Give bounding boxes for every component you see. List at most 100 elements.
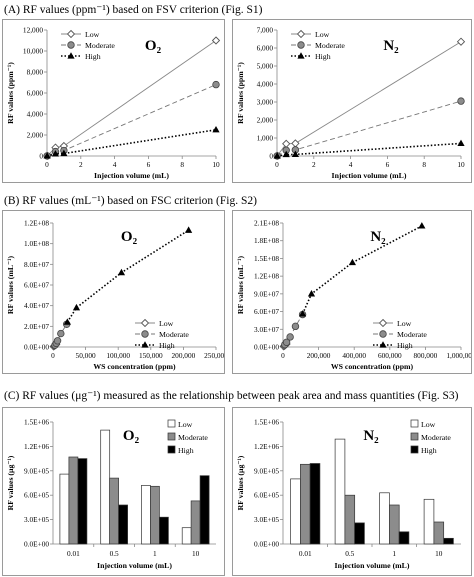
y-tick-label: 6,000 [257,44,274,53]
data-point [212,125,220,133]
x-tick-label: 0.01 [67,549,80,558]
y-tick-label: 0.0E+00 [254,343,279,352]
y-tick-label: 3,000 [257,98,274,107]
legend-label: Low [421,420,436,429]
y-tick-label: 6.0E+05 [254,491,279,500]
data-point [418,222,426,229]
legend-label: High [85,52,101,61]
y-tick-label: 6.0E+05 [24,491,49,500]
x-tick-label: 1 [392,549,396,558]
legend-marker [141,330,149,338]
y-tick-label: 9.0E+05 [24,466,49,475]
legend-marker [66,29,76,39]
legend-label: Moderate [159,330,189,339]
data-point [273,152,281,159]
series-high [43,125,220,159]
y-tick-label: 1.2E+06 [254,442,279,451]
panel-b-o2: 0.0E+00 2.0E+07 4.0E+07 6.0E+07 8.0E+07 1.0E+… [2,210,225,374]
y-axis-title: RF values (ppm⁻¹) [6,62,15,124]
legend-marker [297,41,305,49]
section-c-heading: (C) RF values (μg⁻¹) measured as the rel… [4,390,459,402]
y-tick-label: 1.2E+08 [24,219,49,228]
bar [334,438,346,545]
y-axis-title: RF values (mL⁻¹) [6,256,15,315]
x-tick-label: 200,000 [307,351,331,360]
legend: Low Moderate High [167,419,208,455]
series-moderate [51,320,71,349]
panel-c-o2: 0.0E+00 3.0E+05 6.0E+05 9.0E+05 1.2E+06 1.5E+… [2,407,225,576]
x-tick-label: 10 [435,549,443,558]
legend-swatch [167,432,176,441]
chart-b-n2: 0.0E+00 3.0E+07 6.0E+07 9.0E+07 1.2E+08 1.5E+… [236,219,471,372]
legend-swatch [410,445,419,454]
legend-swatch [167,419,176,428]
y-tick-label: 10,000 [23,47,43,56]
y-tick-label: 6,000 [27,89,44,98]
series-line [276,100,462,157]
bar [141,485,151,545]
bar [68,456,79,545]
x-tick-label: 4 [113,160,117,169]
x-tick-label: 0 [45,160,49,169]
y-tick-label: 3.0E+05 [24,515,49,524]
x-tick-label: 10 [457,160,465,169]
y-tick-label: 1.5E+08 [254,254,279,263]
series-high [273,139,465,159]
data-point [57,329,65,338]
y-axis-title: RF values (mL⁻¹) [236,256,245,315]
data-point [212,80,220,89]
panel-b-n2: 0.0E+00 3.0E+07 6.0E+07 9.0E+07 1.2E+08 1.5E+… [232,210,472,374]
x-tick-label: 0 [51,351,55,360]
section-b-heading: (B) RF values (mL⁻¹) based on FSC criter… [4,195,257,207]
data-point [286,333,294,341]
series-moderate [43,80,220,160]
series-moderate [281,310,307,349]
chart-b-o2: 0.0E+00 2.0E+07 4.0E+07 6.0E+07 8.0E+07 1.0E+… [6,219,224,372]
bar [77,458,88,545]
y-tick-label: 8.0E+07 [24,260,49,269]
x-tick-label: 150,000 [139,351,163,360]
x-tick-label: 2 [79,160,83,169]
x-axis-title: Injection volume (mL) [332,171,407,180]
y-tick-label: 2,000 [257,116,274,125]
y-tick-label: 1,000 [257,134,274,143]
x-tick-label: 8 [180,160,184,169]
legend-label: Low [315,30,330,39]
chart-c-n2: 0.0E+00 3.0E+05 6.0E+05 9.0E+05 1.2E+06 1.5E+… [236,418,461,570]
y-tick-label: 0.0E+00 [24,343,49,352]
x-tick-label: 0 [281,351,285,360]
legend: Low Moderate High [61,29,115,61]
panel-a-o2: 0 2,000 4,000 6,000 8,000 10,000 12,000 0 2 4 6 8 10… [2,19,225,183]
series-high [63,226,193,325]
legend-marker [67,41,75,49]
x-axis-title: WS concentration (ppm) [93,362,176,371]
data-point [291,322,300,331]
y-tick-label: 1.5E+06 [24,418,49,427]
bar [190,500,201,545]
chart-a-o2: 0 2,000 4,000 6,000 8,000 10,000 12,000 0 2 4 6 8 10… [6,26,221,180]
y-tick-label: 4.0E+07 [24,301,49,310]
y-tick-label: 1.0E+08 [24,239,49,248]
legend-label: Moderate [178,433,208,442]
bar [443,537,454,545]
series-line [46,40,217,157]
bar [344,494,356,545]
x-tick-label: 1 [153,549,157,558]
chart-title: O₂ [121,229,138,245]
x-tick-label: 0.01 [299,549,312,558]
bar [109,477,119,545]
bar [309,463,321,545]
bar [423,498,435,545]
x-axis-title: Injection volume (mL) [94,171,169,180]
x-tick-label: 0.5 [345,549,354,558]
legend-label: High [421,446,437,455]
x-axis-title: WS concentration (ppm) [331,362,414,371]
x-tick-label: 10 [212,160,220,169]
data-point [43,152,51,159]
y-tick-label: 3.0E+05 [254,515,279,524]
x-tick-label: 6 [147,160,151,169]
legend-label: Moderate [421,433,451,442]
bar [159,516,169,545]
legend-label: Low [85,30,100,39]
section-a-heading: (A) RF values (ppm⁻¹) based on FSV crite… [4,4,263,16]
